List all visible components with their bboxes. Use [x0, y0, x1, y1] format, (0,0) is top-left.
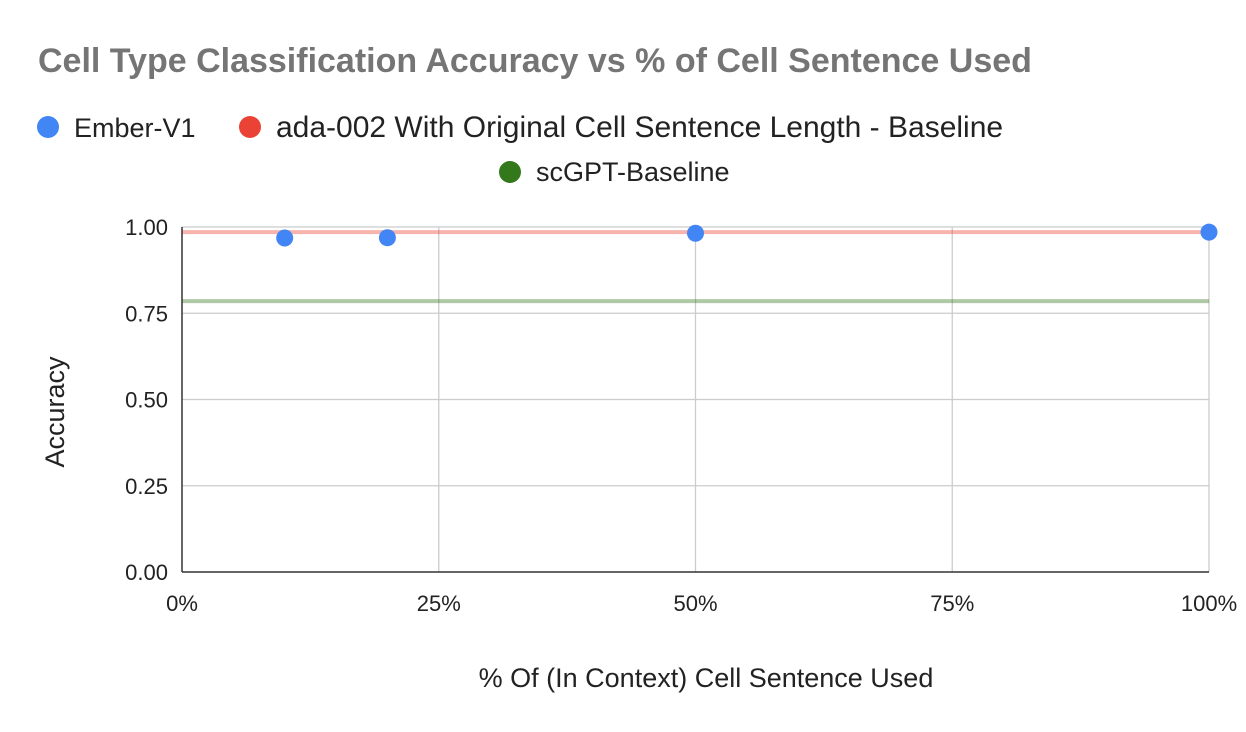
axes [181, 227, 1209, 573]
chart-title: Cell Type Classification Accuracy vs % o… [38, 42, 1032, 80]
y-tick-label: 0.50 [125, 388, 168, 413]
legend: Ember-V1 ada-002 With Original Cell Sent… [37, 111, 1003, 187]
y-tick-label: 0.75 [125, 301, 168, 326]
data-point [378, 229, 396, 247]
gridlines [182, 226, 1210, 572]
x-axis-label: % Of (In Context) Cell Sentence Used [479, 663, 934, 693]
y-tick-label: 1.00 [125, 215, 168, 240]
data-points [276, 223, 1218, 247]
legend-marker-ada-002-baseline [239, 116, 261, 138]
x-tick-label: 25% [417, 591, 461, 616]
y-axis-label: Accuracy [40, 356, 70, 468]
x-tick-label: 100% [1181, 591, 1237, 616]
legend-label-scgpt-baseline: scGPT-Baseline [536, 157, 730, 187]
data-point [1200, 223, 1218, 241]
y-tick-label: 0.25 [125, 474, 168, 499]
legend-label-ada-002-baseline: ada-002 With Original Cell Sentence Leng… [276, 111, 1003, 144]
x-tick-label: 75% [930, 591, 974, 616]
data-point [687, 224, 704, 242]
legend-label-ember-v1: Ember-V1 [74, 113, 196, 143]
data-point [276, 229, 294, 247]
legend-marker-scgpt-baseline [499, 161, 521, 183]
x-tick-label: 0% [166, 591, 198, 616]
x-tick-label: 50% [673, 591, 717, 616]
legend-marker-ember-v1 [37, 116, 59, 138]
tick-labels: 0.00 0.25 0.50 0.75 1.00 0% 25% 50% 75% 100% [125, 215, 1237, 616]
y-tick-label: 0.00 [125, 560, 168, 585]
